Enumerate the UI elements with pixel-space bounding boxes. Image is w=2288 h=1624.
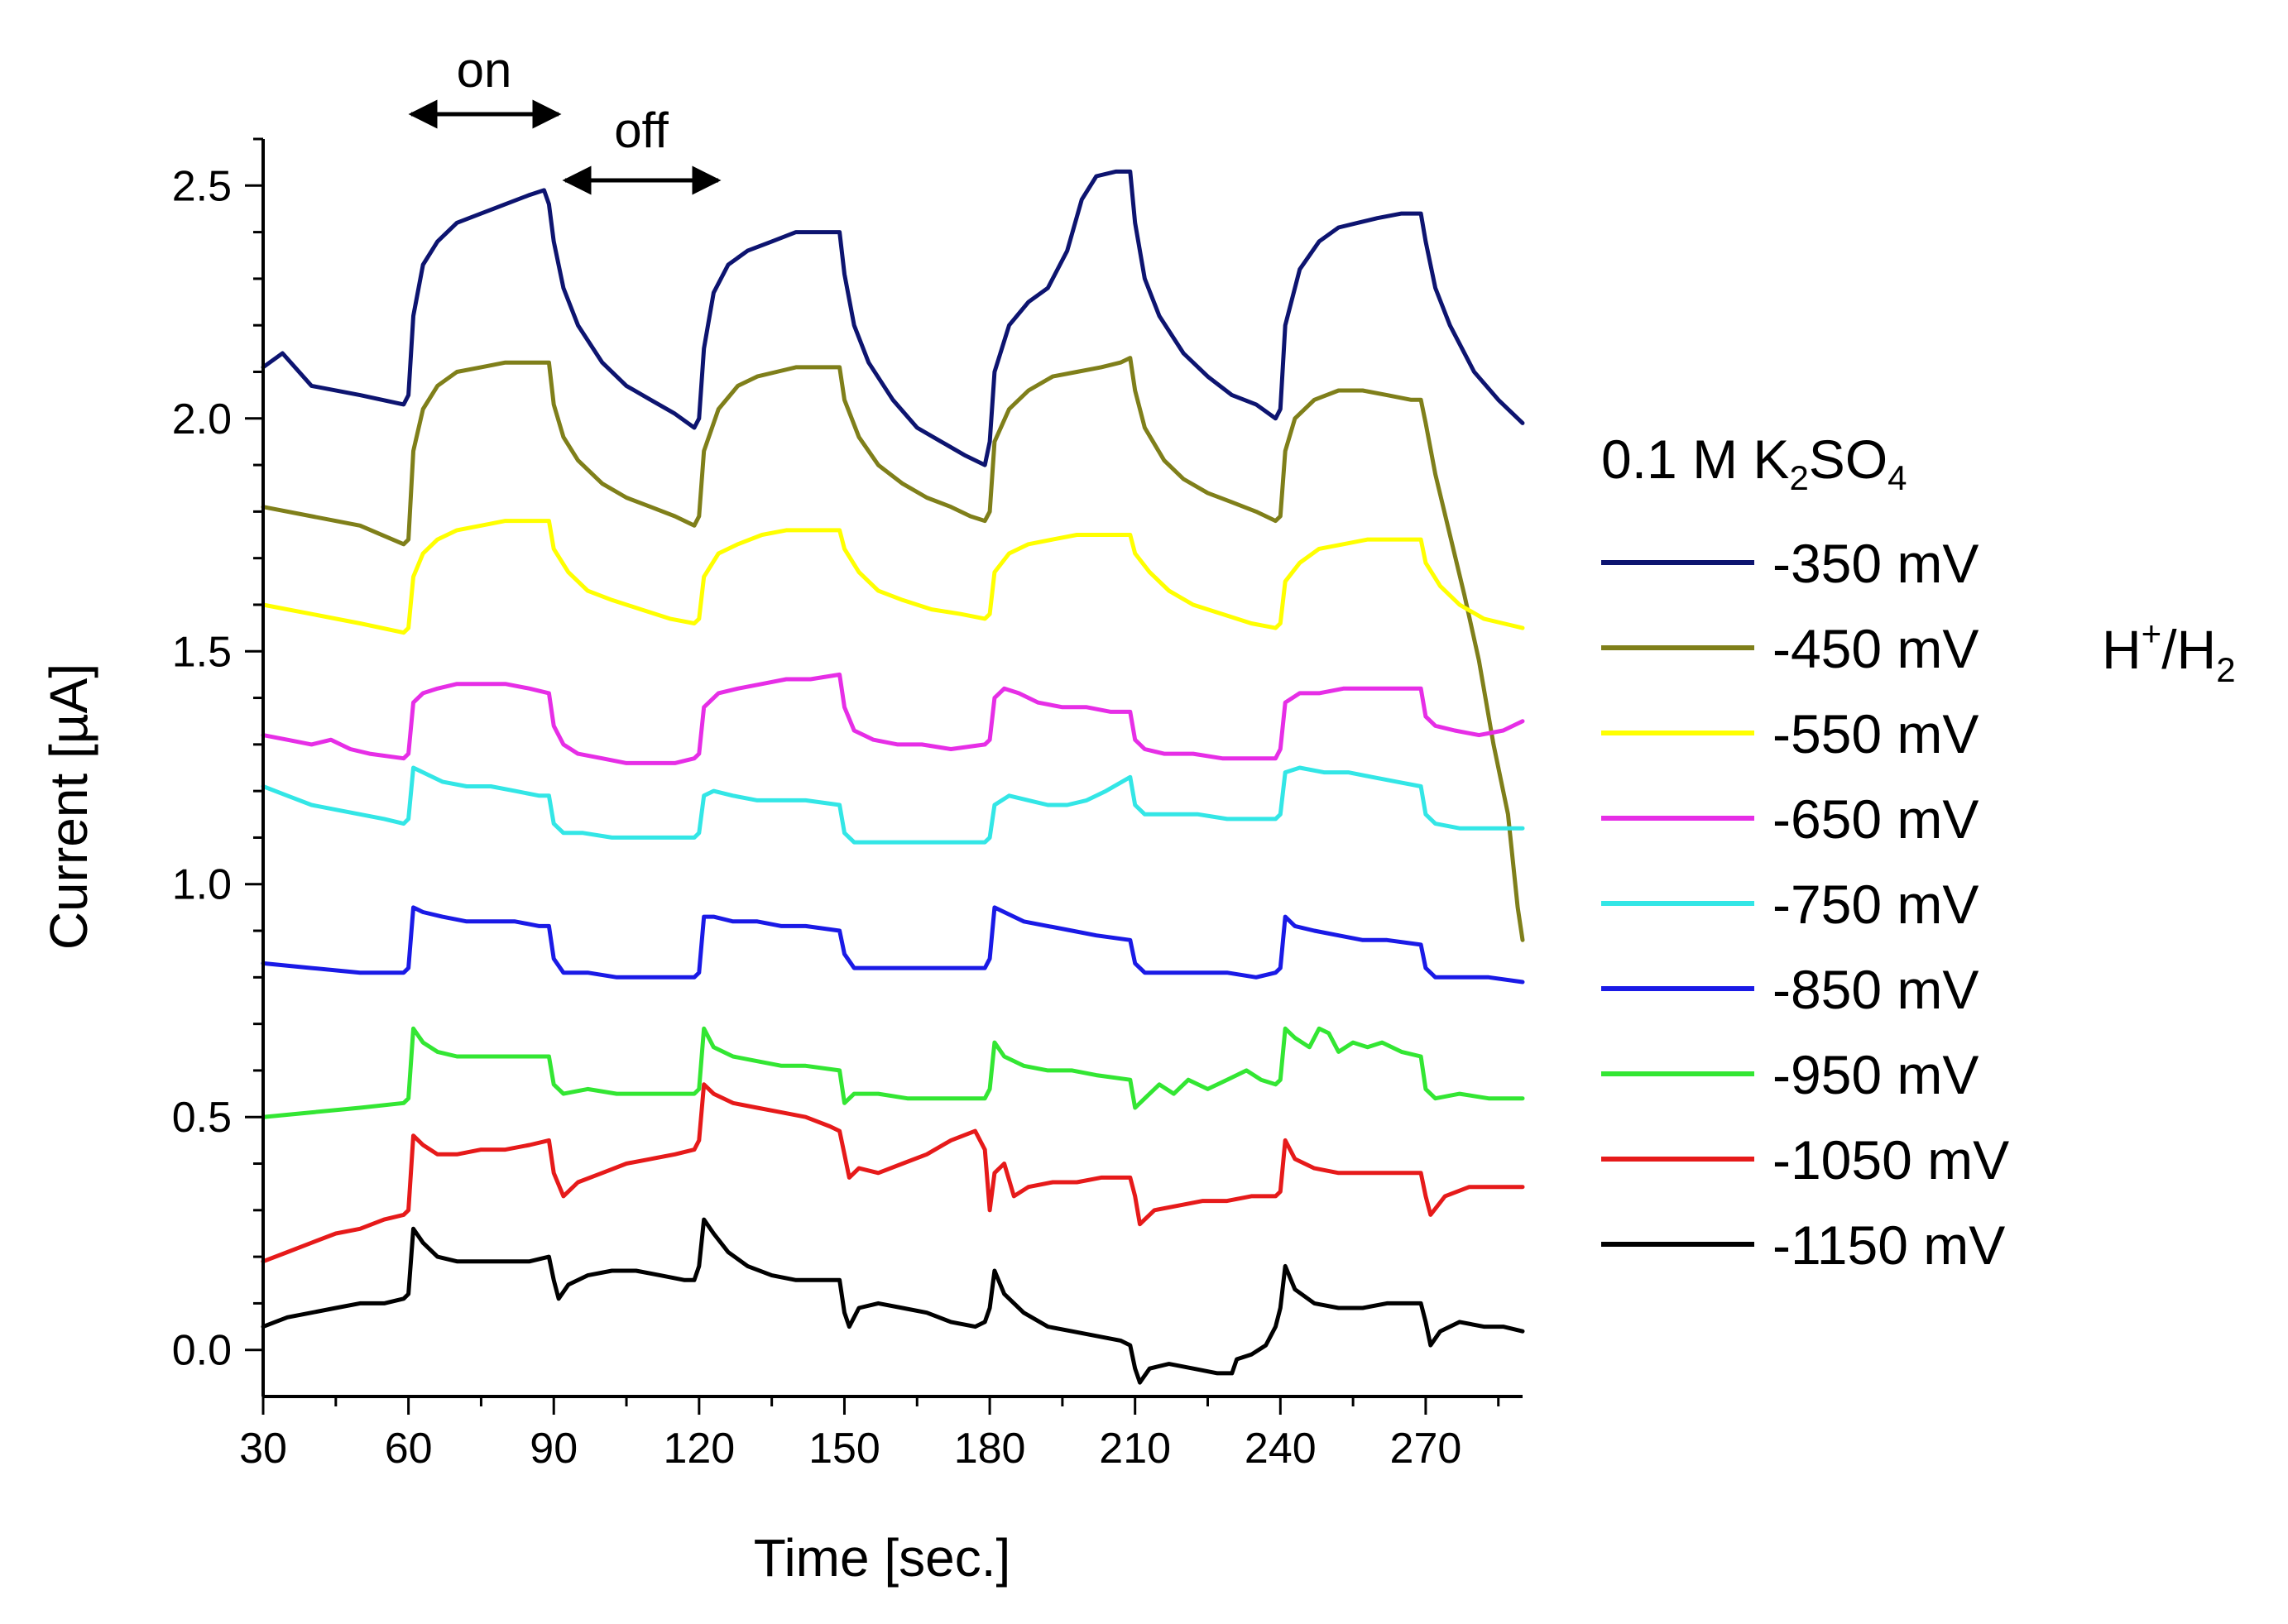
series-line bbox=[261, 169, 1525, 467]
legend-item-label: -650 mV bbox=[1772, 788, 1979, 850]
y-tick-label: 0.0 bbox=[172, 1327, 232, 1375]
series-line bbox=[261, 519, 1525, 635]
axes bbox=[261, 139, 1523, 1398]
y-tick-label: 2.0 bbox=[172, 395, 232, 443]
y-tick-label: 1.0 bbox=[172, 861, 232, 909]
side-label-part: H bbox=[2102, 619, 2142, 680]
legend-title: 0.1 M K2SO4 bbox=[1601, 429, 1907, 497]
x-axis-title: Time [sec.] bbox=[754, 1528, 1011, 1588]
legend-item-label: -950 mV bbox=[1772, 1044, 1979, 1105]
side-label-subscript: 2 bbox=[2216, 650, 2235, 689]
series-layer bbox=[261, 169, 1525, 1385]
legend: 0.1 M K2SO4 -350 mV -450 mV -550 mV -650 mV… bbox=[1601, 429, 2009, 1276]
y-tick-label: 1.5 bbox=[172, 628, 232, 676]
off-label: off bbox=[614, 103, 669, 158]
series-line bbox=[261, 356, 1525, 942]
legend-title-part: SO bbox=[1809, 429, 1887, 490]
x-tick-label: 210 bbox=[1099, 1425, 1171, 1473]
legend-item-label: -550 mV bbox=[1772, 703, 1979, 764]
side-label-superscript: + bbox=[2142, 614, 2162, 653]
x-tick-label: 180 bbox=[954, 1425, 1026, 1473]
on-annotation: on bbox=[408, 42, 562, 129]
series-line bbox=[261, 1082, 1525, 1264]
on-label: on bbox=[457, 42, 512, 98]
side-label-part: /H bbox=[2161, 619, 2216, 680]
legend-item-label: -350 mV bbox=[1772, 533, 1979, 594]
series-line bbox=[261, 1026, 1525, 1119]
series-line bbox=[261, 765, 1525, 845]
x-tick-label: 60 bbox=[385, 1425, 433, 1473]
y-tick-label: 2.5 bbox=[172, 162, 232, 210]
legend-items: -350 mV -450 mV -550 mV -650 mV -750 mV -850 … bbox=[1601, 533, 2009, 1276]
series-line bbox=[261, 672, 1525, 765]
x-tick-label: 270 bbox=[1390, 1425, 1462, 1473]
legend-title-subscript: 2 bbox=[1789, 458, 1808, 497]
y-tick-label: 0.5 bbox=[172, 1094, 232, 1142]
series-line bbox=[261, 1217, 1525, 1385]
legend-item-label: -850 mV bbox=[1772, 959, 1979, 1020]
ticks: 0.0 0.5 1.0 1.5 2.0 2.5 30 60 90 120 150 180 210 240 2… bbox=[172, 137, 1500, 1473]
x-tick-label: 120 bbox=[663, 1425, 735, 1473]
x-tick-label: 150 bbox=[808, 1425, 880, 1473]
legend-item-label: -750 mV bbox=[1772, 874, 1979, 935]
side-label: H+/H2 bbox=[2102, 614, 2236, 689]
legend-item-label: -1050 mV bbox=[1772, 1129, 2009, 1190]
legend-title-part: 0.1 M K bbox=[1601, 429, 1789, 490]
y-axis-title: Current [µA] bbox=[39, 663, 98, 950]
series-line bbox=[261, 905, 1525, 984]
x-tick-label: 30 bbox=[239, 1425, 287, 1473]
x-tick-label: 90 bbox=[530, 1425, 578, 1473]
legend-item-label: -1150 mV bbox=[1772, 1214, 2005, 1276]
legend-item-label: -450 mV bbox=[1772, 618, 1979, 679]
legend-title-subscript: 4 bbox=[1887, 458, 1907, 497]
off-annotation: off bbox=[562, 103, 722, 195]
x-tick-label: 240 bbox=[1245, 1425, 1317, 1473]
